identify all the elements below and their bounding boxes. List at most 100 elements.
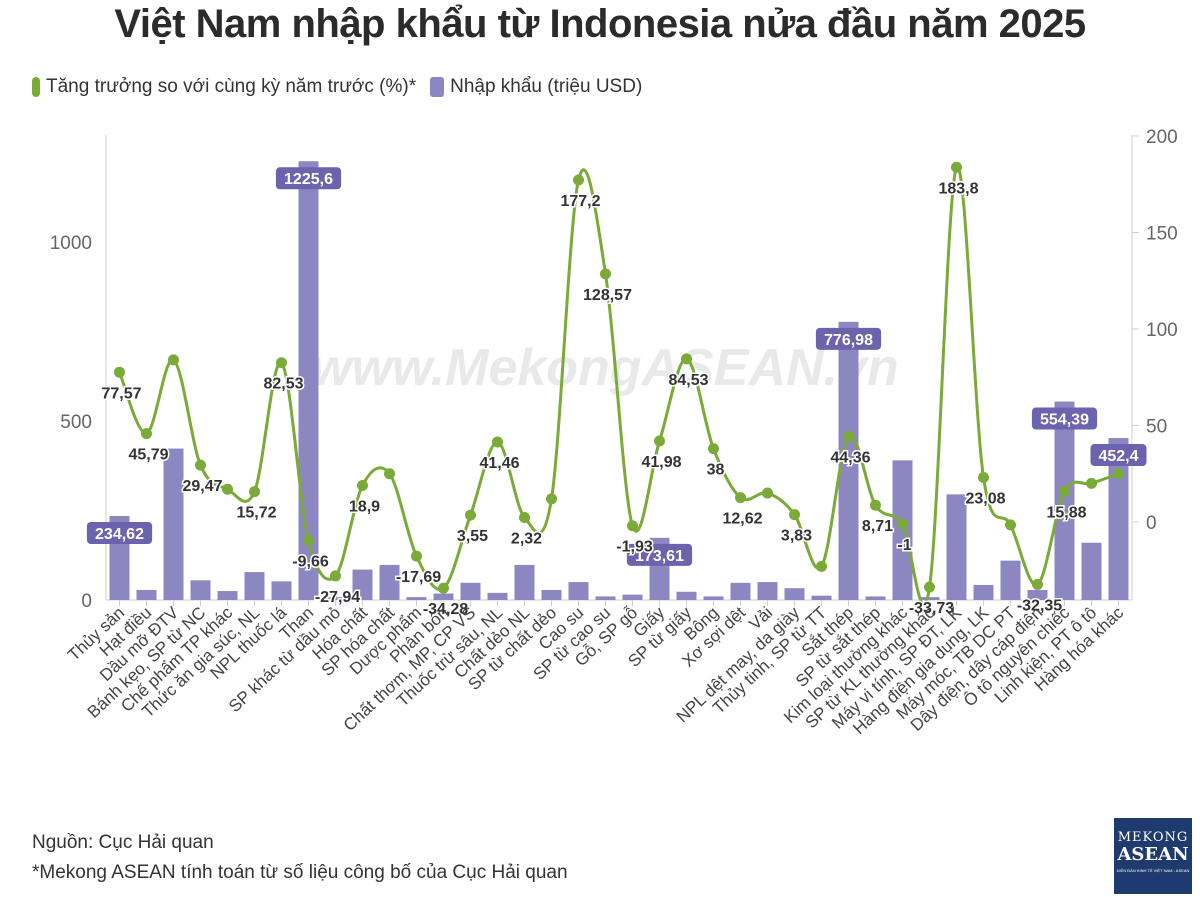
bar[interactable] [514, 564, 535, 600]
growth-point[interactable] [573, 174, 584, 186]
bar[interactable] [811, 595, 832, 600]
growth-point[interactable] [357, 480, 368, 492]
bar[interactable] [433, 593, 454, 600]
growth-value-label: 12,62 [722, 511, 762, 528]
growth-point[interactable] [843, 430, 854, 442]
growth-point[interactable] [1032, 578, 1043, 590]
growth-point[interactable] [330, 570, 341, 582]
bar[interactable] [892, 460, 913, 600]
bar[interactable] [595, 596, 616, 600]
growth-point[interactable] [708, 443, 719, 455]
bar[interactable] [352, 569, 373, 600]
growth-point[interactable] [411, 550, 422, 562]
growth-point[interactable] [465, 509, 476, 521]
bar[interactable] [1000, 560, 1021, 600]
combo-chart: www.MekongASEAN.vn 05001000050100150200 … [50, 127, 1178, 739]
bar[interactable] [244, 572, 265, 600]
bar[interactable] [298, 161, 319, 600]
left-tick-label: 500 [60, 412, 92, 433]
bar[interactable] [190, 580, 211, 600]
bar[interactable] [622, 594, 643, 600]
bar[interactable] [487, 592, 508, 600]
bar[interactable] [1027, 589, 1048, 600]
bar[interactable] [568, 582, 589, 600]
growth-point[interactable] [735, 492, 746, 504]
left-tick-label: 0 [81, 591, 92, 612]
growth-point[interactable] [195, 459, 206, 471]
growth-point[interactable] [897, 518, 908, 530]
growth-point[interactable] [492, 436, 503, 448]
bar[interactable] [379, 564, 400, 600]
growth-point[interactable] [816, 560, 827, 572]
growth-value-label: -17,69 [396, 569, 441, 586]
legend-line-swatch [32, 77, 40, 97]
growth-point[interactable] [276, 357, 287, 369]
growth-point[interactable] [627, 520, 638, 532]
growth-point[interactable] [438, 582, 449, 594]
growth-point[interactable] [951, 161, 962, 173]
growth-point[interactable] [789, 509, 800, 521]
bar[interactable] [1081, 542, 1102, 600]
bar[interactable] [757, 582, 778, 600]
legend-item-imports[interactable]: Nhập khẩu (triệu USD) [430, 76, 642, 98]
bar[interactable] [460, 582, 481, 600]
bar[interactable] [1054, 401, 1075, 600]
growth-value-label: -34,28 [423, 601, 468, 618]
growth-point[interactable] [654, 435, 665, 447]
bar[interactable] [919, 597, 940, 600]
growth-point[interactable] [222, 483, 233, 495]
bar-value-label: 234,62 [95, 526, 144, 543]
legend-imports-label: Nhập khẩu (triệu USD) [450, 76, 643, 97]
bar[interactable] [217, 591, 238, 600]
growth-value-label: 183,8 [938, 180, 978, 197]
bar[interactable] [325, 597, 346, 600]
value-labels: 234,62 1225,6 173,61 776,98 554,39 452,4 77,57… [86, 167, 1147, 620]
bar-label-bg [275, 167, 342, 190]
growth-point[interactable] [303, 535, 314, 547]
growth-value-label: 29,47 [182, 478, 222, 495]
bar[interactable] [541, 589, 562, 600]
growth-point[interactable] [546, 493, 557, 505]
legend-item-growth[interactable]: Tăng trưởng so với cùng kỳ năm trước (%)… [32, 76, 416, 98]
growth-point[interactable] [1059, 485, 1070, 497]
bar[interactable] [271, 581, 292, 600]
growth-point[interactable] [1005, 519, 1016, 531]
growth-point[interactable] [978, 471, 989, 483]
right-tick-label: 100 [1146, 320, 1178, 341]
bar[interactable] [406, 597, 427, 600]
bar[interactable] [703, 596, 724, 600]
bar[interactable] [973, 584, 994, 600]
bar[interactable] [730, 582, 751, 600]
growth-point[interactable] [924, 581, 935, 593]
growth-point[interactable] [1086, 477, 1097, 489]
growth-point[interactable] [384, 468, 395, 480]
bar[interactable] [136, 589, 157, 600]
bar[interactable] [676, 591, 697, 600]
growth-point[interactable] [600, 268, 611, 280]
growth-point[interactable] [141, 428, 152, 440]
growth-value-label: 41,98 [641, 454, 681, 471]
growth-value-label: 84,53 [668, 372, 708, 389]
bar[interactable] [865, 596, 886, 600]
bar-value-label: 776,98 [824, 332, 873, 349]
bar[interactable] [838, 321, 859, 600]
growth-point[interactable] [114, 366, 125, 378]
growth-point[interactable] [1113, 468, 1124, 480]
bar[interactable] [163, 448, 184, 600]
growth-point[interactable] [249, 486, 260, 498]
growth-point[interactable] [519, 512, 530, 524]
growth-point[interactable] [870, 499, 881, 511]
chart-title: Việt Nam nhập khẩu từ Indonesia nửa đầu … [114, 2, 1086, 46]
growth-value-label: -9,66 [292, 554, 329, 571]
bar[interactable] [784, 588, 805, 600]
watermark: www.MekongASEAN.vn [311, 339, 898, 397]
growth-value-label: 177,2 [560, 193, 600, 210]
growth-value-label: 41,46 [479, 455, 519, 472]
bar[interactable] [1108, 438, 1129, 600]
footnote: *Mekong ASEAN tính toán từ số liệu công … [32, 862, 568, 883]
growth-point[interactable] [762, 487, 773, 499]
growth-point[interactable] [681, 353, 692, 365]
growth-point[interactable] [168, 354, 179, 366]
bar[interactable] [946, 494, 967, 600]
